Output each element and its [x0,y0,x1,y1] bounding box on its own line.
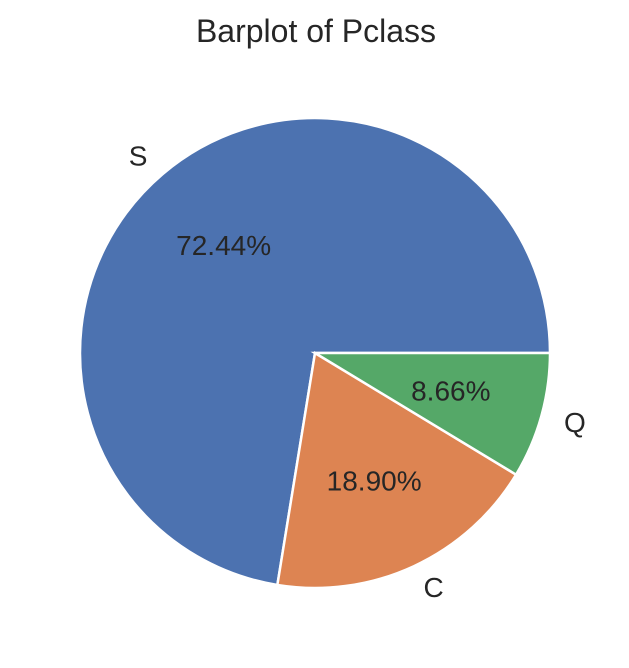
slice-label-S: S [129,141,148,172]
pie-slice-Q [310,351,552,477]
slice-label-Q: Q [564,407,586,438]
pie-labels: S 72.44% C 18.90% Q 8.66% [129,141,586,604]
chart-title: Barplot of Pclass [196,13,436,49]
pct-label-S: 72.44% [176,230,271,261]
pie-slice-S [78,116,552,587]
slice-label-C: C [423,572,443,603]
pct-label-C: 18.90% [327,465,422,496]
pct-label-Q: 8.66% [411,375,490,406]
pie-wedges [78,116,552,590]
pie-slice-C [275,350,518,590]
